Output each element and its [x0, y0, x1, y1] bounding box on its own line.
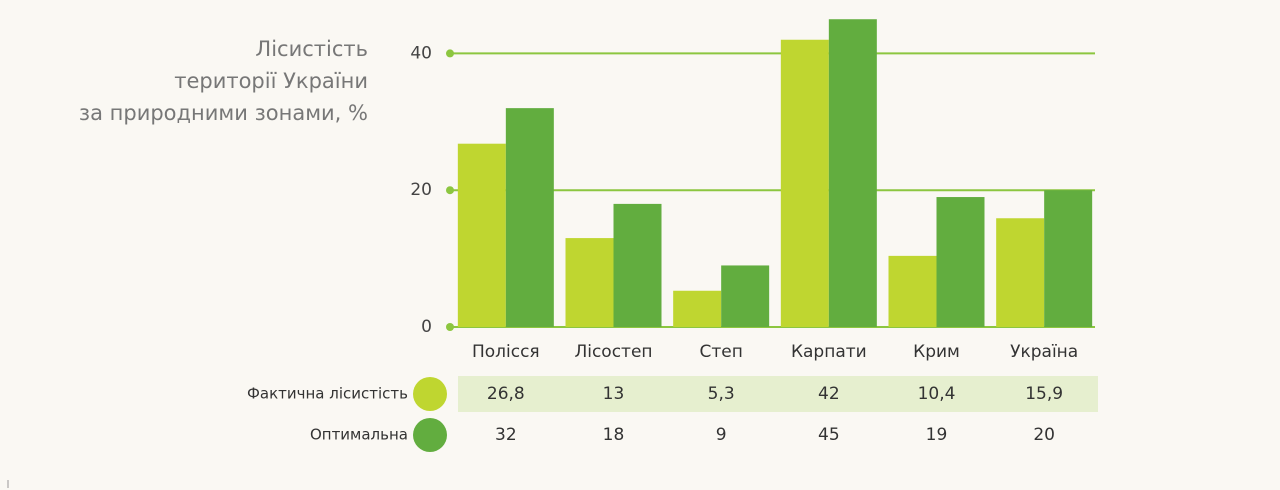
- x-tick-label: Крим: [913, 342, 960, 362]
- tick-dot: [446, 186, 454, 195]
- x-tick-label: Степ: [699, 342, 742, 362]
- bar: [613, 203, 662, 327]
- table-value: 45: [818, 425, 840, 445]
- chart-title: території України: [174, 69, 368, 93]
- bar: [565, 238, 614, 327]
- x-tick-label: Лісостеп: [574, 342, 652, 362]
- chart-title: Лісистість: [255, 37, 368, 61]
- y-tick-label: 0: [421, 317, 432, 337]
- table-value: 18: [603, 425, 625, 445]
- table-value: 19: [926, 425, 948, 445]
- bar: [505, 108, 554, 327]
- y-tick-label: 20: [410, 180, 432, 200]
- legend-label: Оптимальна: [310, 426, 408, 444]
- tick-dot: [446, 49, 454, 58]
- bar: [457, 143, 506, 327]
- bar: [828, 19, 877, 327]
- bar: [780, 39, 829, 327]
- table-value: 5,3: [708, 384, 735, 404]
- table-value: 15,9: [1025, 384, 1063, 404]
- table-value: 13: [603, 384, 625, 404]
- x-tick-label: Карпати: [791, 342, 867, 362]
- bar: [936, 197, 985, 327]
- legend-swatch: [413, 377, 447, 411]
- table-value: 42: [818, 384, 840, 404]
- table-row-bg: [458, 376, 1098, 412]
- table-value: 20: [1033, 425, 1055, 445]
- table-value: 26,8: [487, 384, 525, 404]
- table-value: 10,4: [918, 384, 956, 404]
- y-tick-label: 40: [410, 43, 432, 63]
- legend-swatch: [413, 418, 447, 452]
- bar: [673, 290, 722, 327]
- table-value: 9: [716, 425, 727, 445]
- x-tick-label: Полісся: [472, 342, 540, 362]
- bar: [996, 218, 1045, 327]
- legend-label: Фактична лісистість: [247, 385, 408, 403]
- tick-dot: [446, 323, 454, 331]
- table-value: 32: [495, 425, 517, 445]
- chart-title: за природними зонами, %: [79, 101, 368, 125]
- bar: [721, 265, 770, 327]
- x-tick-label: Україна: [1010, 342, 1078, 362]
- bar: [888, 255, 937, 327]
- bar: [1044, 190, 1093, 327]
